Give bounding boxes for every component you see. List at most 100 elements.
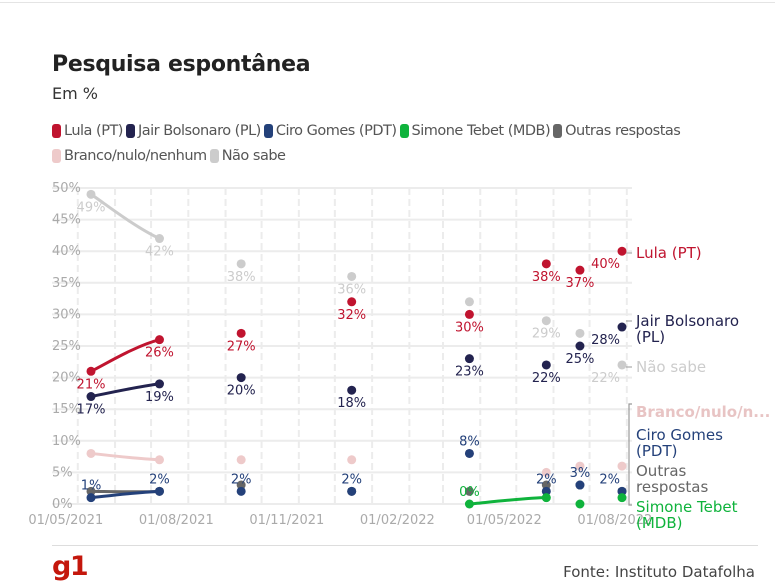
data-label: 3% [570, 466, 591, 481]
data-label: 25% [565, 352, 594, 367]
data-point [347, 385, 357, 395]
y-tick-label: 35% [52, 276, 81, 291]
top-divider [0, 2, 775, 3]
end-label: Branco/nulo/n... [636, 403, 770, 421]
data-point [541, 480, 551, 490]
chart-subtitle: Em % [52, 84, 98, 103]
data-point [86, 366, 96, 376]
legend-label: Não sabe [221, 148, 286, 164]
x-tick-label: 01/05/2022 [467, 513, 542, 528]
end-label: respostas [636, 478, 708, 496]
legend-item[interactable]: Ciro Gomes (PDT) [263, 120, 397, 142]
source-note: Fonte: Instituto Datafolha [563, 563, 755, 581]
data-label: 28% [591, 333, 620, 348]
series-ciro-gomes-pdt-: 1% 2% 2% 2% 8% 2% 3% 2% [81, 434, 627, 503]
end-label: Simone Tebet [636, 498, 738, 516]
legend-swatch [263, 124, 273, 138]
y-tick-label: 20% [52, 371, 81, 386]
data-point [575, 265, 585, 275]
data-label: 2% [341, 472, 362, 487]
data-label: 8% [459, 434, 480, 449]
data-label: 23% [455, 365, 484, 380]
data-label: 29% [532, 327, 561, 342]
footer-divider [52, 545, 758, 546]
data-label: 40% [591, 257, 620, 272]
data-point [541, 486, 551, 496]
y-tick-label: 45% [52, 213, 81, 228]
end-label-bracket [628, 403, 632, 506]
legend-item[interactable]: Não sabe [209, 145, 286, 167]
data-point [86, 448, 96, 458]
y-tick-label: 5% [52, 465, 73, 480]
series-lula-pt-: 21% 26% 27% 32% 30% 38% 37% 40% [77, 246, 627, 392]
legend-item[interactable]: Jair Bolsonaro (PL) [125, 120, 261, 142]
data-point [86, 189, 96, 199]
data-point [575, 328, 585, 338]
legend-swatch [209, 149, 219, 163]
data-label: 26% [145, 346, 174, 361]
end-label: (MDB) [636, 514, 683, 532]
data-label: 38% [227, 270, 256, 285]
end-label: Ciro Gomes [636, 426, 723, 444]
legend-swatch [553, 124, 563, 138]
data-point [347, 271, 357, 281]
y-tick-label: 10% [52, 434, 81, 449]
end-label: Não sabe [636, 358, 706, 376]
data-label: 32% [337, 308, 366, 323]
data-point [575, 480, 585, 490]
data-point [464, 486, 474, 496]
data-point [617, 246, 627, 256]
data-point [86, 392, 96, 402]
series-jair-bolsonaro-pl-: 17% 19% 20% 18% 23% 22% 25% 28% [77, 322, 627, 418]
legend-label: Outras respostas [565, 123, 681, 139]
end-label: Lula (PT) [636, 244, 702, 262]
legend-swatch [52, 149, 61, 163]
data-point [541, 316, 551, 326]
chart-title: Pesquisa espontânea [52, 52, 311, 77]
data-point [86, 493, 96, 503]
x-tick-label: 01/02/2022 [360, 513, 435, 528]
y-tick-label: 40% [52, 244, 81, 259]
legend-item[interactable]: Branco/nulo/nenhum [52, 145, 207, 167]
legend-swatch [399, 124, 409, 138]
legend-item[interactable]: Outras respostas [553, 120, 681, 142]
data-point [541, 360, 551, 370]
y-tick-label: 0% [52, 497, 73, 512]
data-point [617, 360, 627, 370]
data-label: 19% [145, 390, 174, 405]
end-label: Outras [636, 462, 687, 480]
data-point [154, 234, 164, 244]
data-label: 22% [591, 371, 620, 386]
data-point [575, 499, 585, 509]
legend-label: Ciro Gomes (PDT) [275, 123, 397, 139]
data-point [617, 486, 627, 496]
data-point [154, 486, 164, 496]
data-point [236, 455, 246, 465]
data-label: 20% [227, 384, 256, 399]
y-tick-label: 25% [52, 339, 81, 354]
legend-label: Jair Bolsonaro (PL) [137, 123, 261, 139]
legend-label: Lula (PT) [64, 123, 123, 139]
data-label: 2% [599, 472, 620, 487]
end-label: (PDT) [636, 442, 677, 460]
series-line [469, 496, 547, 506]
legend-label: Simone Tebet (MDB) [411, 123, 551, 139]
data-label: 0% [459, 485, 480, 500]
data-point [86, 486, 96, 496]
data-point [575, 461, 585, 471]
end-label: (PL) [636, 328, 665, 346]
x-tick-label: 01/08/2022 [577, 513, 652, 528]
legend-label: Branco/nulo/nenhum [64, 148, 207, 164]
data-point [464, 354, 474, 364]
data-point [541, 493, 551, 503]
data-point [617, 322, 627, 332]
g1-logo: g1 [52, 551, 89, 582]
legend-item[interactable]: Lula (PT) [52, 120, 123, 142]
legend-item[interactable]: Simone Tebet (MDB) [399, 120, 551, 142]
data-point [236, 259, 246, 269]
data-label: 30% [455, 320, 484, 335]
x-tick-label: 01/11/2021 [249, 513, 324, 528]
data-point [464, 448, 474, 458]
data-label: 17% [77, 403, 106, 418]
